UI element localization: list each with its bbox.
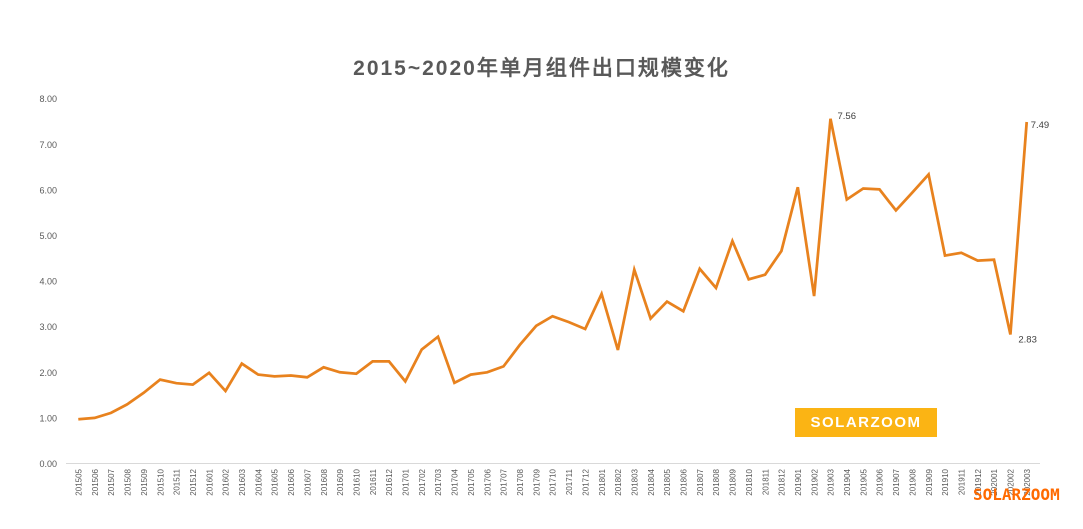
- solarzoom-badge-watermark: SOLARZOOM: [795, 408, 937, 437]
- x-axis-tick-label: 201711: [565, 468, 574, 495]
- x-axis-tick-label: 201704: [451, 468, 460, 495]
- x-axis-tick-label: 201906: [876, 468, 885, 495]
- export-line-series: [78, 118, 1029, 421]
- solarzoom-corner-watermark: SOLARZOOM: [973, 485, 1060, 504]
- x-axis-tick-label: 201808: [712, 468, 721, 495]
- y-axis-tick-label: 6.00: [39, 185, 57, 195]
- x-axis-tick-label: 201806: [680, 468, 689, 495]
- x-axis-tick-label: 201608: [320, 468, 329, 495]
- x-axis-tick-label: 201602: [222, 468, 231, 495]
- x-axis-tick-label: 201611: [369, 468, 378, 495]
- chart-title: 2015~2020年单月组件出口规模变化: [353, 57, 730, 80]
- x-axis-tick-label: 201809: [729, 468, 738, 495]
- y-axis-tick-label: 3.00: [39, 322, 57, 332]
- x-axis-tick-label: 201702: [418, 468, 427, 495]
- data-point-label: 7.49: [1031, 120, 1050, 131]
- x-axis-tick-label: 201904: [843, 468, 852, 495]
- x-axis-tick-label: 202002: [1007, 468, 1016, 495]
- x-axis-tick-label: 201805: [663, 468, 672, 495]
- x-axis-tick-label: 201903: [827, 468, 836, 495]
- x-axis-tick-label: 201908: [908, 468, 917, 495]
- x-axis-tick-label: 202003: [1023, 468, 1032, 495]
- x-axis-tick-label: 201710: [549, 468, 558, 495]
- data-point-label: 7.56: [837, 111, 856, 122]
- x-axis-tick-label: 201505: [75, 468, 84, 495]
- x-axis-tick-label: 201607: [303, 468, 312, 495]
- x-axis-tick-label: 201610: [352, 468, 361, 495]
- x-axis-tick-label: 201803: [630, 468, 639, 495]
- x-axis-tick-label: 201701: [402, 468, 411, 495]
- x-axis-tick-label: 201510: [156, 468, 165, 495]
- x-axis-tick-label: 201512: [189, 468, 198, 495]
- x-axis-tick-label: 201810: [745, 468, 754, 495]
- x-axis-tick-label: 202001: [990, 468, 999, 495]
- y-axis-tick-label: 1.00: [39, 413, 57, 423]
- x-axis-tick-label: 201705: [467, 468, 476, 495]
- x-axis-tick-label: 201901: [794, 468, 803, 495]
- x-axis-tick-label: 201910: [941, 468, 950, 495]
- x-axis-tick-label: 201804: [647, 468, 656, 495]
- x-axis-tick-label: 201706: [483, 468, 492, 495]
- x-axis-tick-label: 201709: [532, 468, 541, 495]
- y-axis-tick-label: 2.00: [39, 368, 57, 378]
- y-axis-tick-label: 4.00: [39, 277, 57, 287]
- x-axis-tick-label: 201511: [173, 468, 182, 495]
- x-axis-tick-label: 201612: [385, 468, 394, 495]
- x-axis-tick-label: 201907: [892, 468, 901, 495]
- data-point-label: 2.83: [1018, 334, 1037, 345]
- x-axis-tick-label: 201604: [254, 468, 263, 495]
- x-axis-tick-label: 201802: [614, 468, 623, 495]
- y-axis-tick-label: 7.00: [39, 140, 57, 150]
- x-axis-tick-label: 201902: [810, 468, 819, 495]
- x-axis-tick-label: 201508: [124, 468, 133, 495]
- x-axis-tick-label: 201603: [238, 468, 247, 495]
- x-axis-tick-label: 201807: [696, 468, 705, 495]
- x-axis-tick-label: 201708: [516, 468, 525, 495]
- x-axis-tick-label: 201712: [581, 468, 590, 495]
- x-axis-tick-label: 201601: [205, 468, 214, 495]
- x-axis-tick-label: 201912: [974, 468, 983, 495]
- x-axis-tick-label: 201605: [271, 468, 280, 495]
- y-axis-tick-label: 5.00: [39, 231, 57, 241]
- x-axis-tick-label: 201909: [925, 468, 934, 495]
- x-axis-tick-label: 201707: [500, 468, 509, 495]
- x-axis-tick-label: 201506: [91, 468, 100, 495]
- x-axis-tick-label: 201507: [107, 468, 116, 495]
- x-axis-tick-label: 201811: [761, 468, 770, 495]
- x-axis-tick-label: 201606: [287, 468, 296, 495]
- y-axis-tick-label: 8.00: [39, 94, 57, 104]
- x-axis-tick-label: 201703: [434, 468, 443, 495]
- x-axis-tick-label: 201911: [958, 468, 967, 495]
- x-axis-tick-label: 201905: [859, 468, 868, 495]
- x-axis-tick-label: 201609: [336, 468, 345, 495]
- x-axis-tick-label: 201812: [778, 468, 787, 495]
- x-axis-tick-label: 201801: [598, 468, 607, 495]
- x-axis-tick-label: 201509: [140, 468, 149, 495]
- y-axis-tick-label: 0.00: [39, 459, 57, 469]
